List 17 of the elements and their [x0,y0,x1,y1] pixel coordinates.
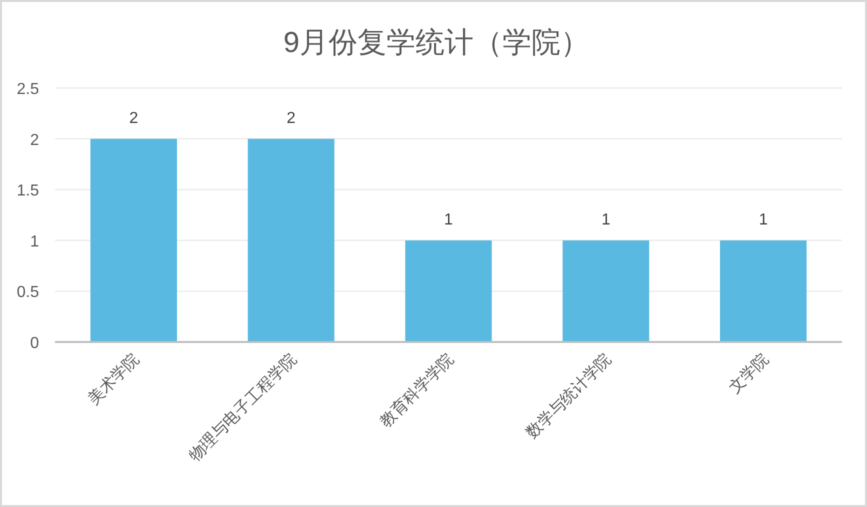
ytick-label: 0 [30,335,39,352]
xtick-label: 美术学院 [85,350,143,408]
ytick-label: 1 [30,233,39,250]
ytick-label: 2.5 [16,81,39,98]
data-label: 2 [286,110,296,127]
data-label: 1 [601,211,610,228]
data-label: 2 [129,110,138,127]
xtick-label: 物理与电子工程学院 [186,350,300,465]
xtick-label: 教育科学学院 [377,350,458,431]
ytick-label: 1.5 [16,182,39,200]
data-label: 1 [444,211,453,228]
xtick-label: 文学院 [726,350,772,397]
xtick-label: 数学与统计学院 [524,350,615,442]
ytick-label: 0.5 [16,284,39,302]
ytick-label: 2 [30,132,39,149]
data-label: 1 [758,211,768,228]
title: 9月份复学统计（学院） [283,27,590,59]
